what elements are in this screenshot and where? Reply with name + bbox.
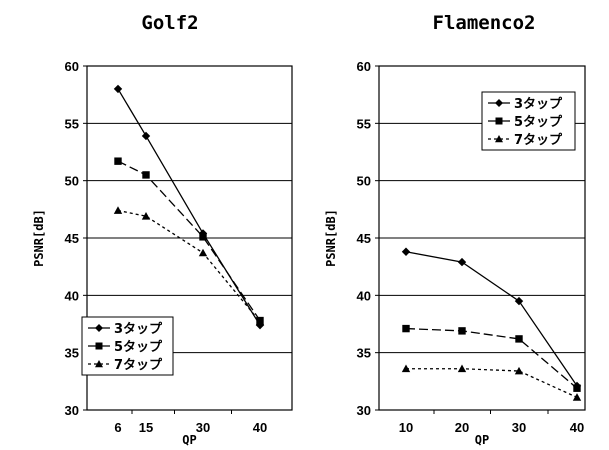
- series-line: [405, 251, 578, 387]
- data-point: [113, 206, 123, 214]
- y-tick-label: 55: [65, 116, 79, 131]
- legend-marker: [95, 360, 103, 368]
- data-point: [514, 296, 524, 306]
- data-point: [198, 248, 208, 257]
- y-tick-label: 40: [65, 288, 79, 303]
- plot-area-border: [86, 65, 293, 411]
- data-point: [457, 364, 467, 373]
- x-tick-label: 40: [253, 420, 267, 435]
- legend: 3タップ 5タップ 7タップ: [481, 91, 576, 151]
- x-tick-label: 40: [570, 420, 584, 435]
- legend-marker: [495, 135, 503, 143]
- x-tick-label: 15: [139, 420, 153, 435]
- legend-entry: 7タップ: [114, 358, 163, 373]
- x-tick-label: 20: [455, 420, 469, 435]
- series-line: [117, 160, 261, 321]
- y-tick-label: 60: [65, 59, 79, 74]
- data-point: [572, 393, 582, 401]
- series-line: [405, 327, 578, 389]
- legend-marker: [95, 324, 103, 332]
- legend-entry: 3タップ: [514, 97, 563, 112]
- data-point: [458, 327, 466, 335]
- y-tick-label: 55: [357, 116, 371, 131]
- legend: 3タップ 5タップ 7タップ: [81, 316, 174, 376]
- series-line: [117, 88, 261, 326]
- y-axis-label: PSNR[dB]: [32, 209, 46, 267]
- y-tick-label: 35: [65, 346, 79, 361]
- chart-golf2: Golf2 30 35 40 45 50 55 60 6 15 30 40 QP PSNR[dB] 3タッ…: [32, 12, 293, 447]
- data-point: [401, 247, 411, 256]
- data-point: [113, 84, 123, 94]
- data-point: [141, 212, 151, 220]
- data-point: [401, 364, 411, 373]
- data-point: [515, 335, 523, 343]
- legend-marker: [495, 117, 503, 125]
- y-tick-label: 50: [65, 174, 79, 189]
- y-tick-label: 30: [357, 403, 371, 418]
- series-line: [406, 368, 578, 398]
- data-point: [199, 233, 207, 241]
- y-tick-label: 40: [357, 288, 371, 303]
- chart-flamenco2: Flamenco2 30 35 40 45 50 55 60 10 20 30 40 QP PSNR[d…: [324, 12, 586, 447]
- x-tick-label: 30: [512, 420, 526, 435]
- legend-entry: 5タップ: [514, 115, 563, 130]
- y-tick-label: 30: [65, 403, 79, 418]
- legend-marker: [95, 342, 103, 350]
- y-tick-label: 45: [357, 231, 371, 246]
- legend-marker: [495, 99, 503, 107]
- data-point: [114, 157, 122, 165]
- y-tick-label: 50: [357, 174, 371, 189]
- chart-title: Flamenco2: [433, 12, 536, 34]
- plot-area-border: [378, 65, 586, 411]
- legend-entry: 7タップ: [514, 133, 563, 148]
- x-axis-label: QP: [475, 433, 489, 447]
- data-point: [142, 171, 150, 179]
- x-tick-label: 6: [114, 420, 121, 435]
- x-tick-label: 30: [196, 420, 210, 435]
- data-point: [402, 324, 410, 333]
- x-axis-label: QP: [182, 433, 196, 447]
- y-tick-label: 45: [65, 231, 79, 246]
- x-tick-label: 10: [399, 420, 413, 435]
- series-line: [117, 209, 261, 323]
- data-point: [457, 257, 467, 267]
- legend-entry: 5タップ: [114, 340, 163, 355]
- data-point: [573, 384, 581, 392]
- y-axis-label: PSNR[dB]: [324, 209, 338, 267]
- data-point: [514, 366, 524, 375]
- data-point: [141, 131, 151, 141]
- legend-entry: 3タップ: [114, 322, 163, 337]
- data-point: [255, 317, 265, 326]
- y-tick-label: 60: [357, 59, 371, 74]
- chart-title: Golf2: [141, 12, 198, 34]
- y-tick-label: 35: [357, 346, 371, 361]
